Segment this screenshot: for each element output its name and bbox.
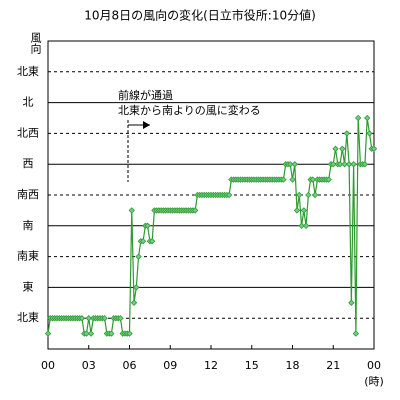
x-tick-label: 12 xyxy=(204,359,218,372)
annotation-arrowhead xyxy=(143,121,150,129)
point xyxy=(370,145,378,152)
point xyxy=(85,315,92,322)
point xyxy=(148,238,156,245)
point xyxy=(352,330,360,337)
point xyxy=(332,145,339,152)
point xyxy=(191,207,199,214)
point xyxy=(298,222,305,229)
point xyxy=(364,114,371,122)
point xyxy=(296,191,303,199)
point xyxy=(44,330,52,337)
point xyxy=(128,207,135,214)
point xyxy=(291,161,298,168)
point xyxy=(348,299,355,306)
point xyxy=(343,130,350,137)
point xyxy=(101,315,108,322)
point xyxy=(300,207,307,214)
y-axis-label: 風向 xyxy=(29,32,42,54)
y-tick-label: 南東 xyxy=(17,250,39,263)
x-tick-label: 00 xyxy=(41,359,55,372)
y-tick-label: 西 xyxy=(23,157,34,170)
annotation: 北東から南よりの風に変わる xyxy=(118,103,261,117)
x-tick-label: 09 xyxy=(163,359,177,372)
point xyxy=(302,222,310,229)
x-tick-label: 18 xyxy=(286,359,300,372)
x-tick-label: 21 xyxy=(326,359,340,372)
y-tick-label: 南西 xyxy=(17,188,39,201)
point xyxy=(78,315,86,322)
point xyxy=(108,330,115,337)
point xyxy=(225,191,233,199)
point xyxy=(361,161,369,168)
point xyxy=(289,176,296,183)
point xyxy=(354,114,362,122)
y-tick-label: 北西 xyxy=(17,126,39,139)
point xyxy=(83,330,90,337)
point xyxy=(293,207,301,214)
point xyxy=(350,161,357,168)
point xyxy=(336,161,344,168)
y-tick-label: 東 xyxy=(23,280,34,293)
point xyxy=(280,176,287,183)
x-tick-label: 03 xyxy=(82,359,96,372)
annotation: 前線が通過 xyxy=(118,88,173,102)
point xyxy=(330,161,337,168)
y-tick-label: 北東 xyxy=(17,65,39,78)
point xyxy=(117,315,124,322)
point xyxy=(133,284,140,291)
y-tick-label: 北東 xyxy=(17,311,39,324)
y-tick-label: 南 xyxy=(23,219,34,232)
x-tick-label: 06 xyxy=(123,359,137,372)
point xyxy=(139,238,147,245)
point xyxy=(287,161,294,168)
point xyxy=(341,161,348,168)
point xyxy=(366,130,373,137)
point xyxy=(130,299,138,306)
chart-title: 10月8日の風向の変化(日立市役所:10分値) xyxy=(84,8,316,23)
point xyxy=(339,145,346,152)
point xyxy=(144,222,151,229)
point xyxy=(311,191,319,199)
point xyxy=(345,161,353,168)
x-axis-label: (時) xyxy=(364,375,384,388)
point xyxy=(87,330,95,337)
y-tick-label: 北 xyxy=(23,96,34,109)
point xyxy=(309,176,317,183)
point xyxy=(325,176,332,183)
x-tick-label: 15 xyxy=(245,359,259,372)
point xyxy=(126,330,133,337)
x-tick-label: 00 xyxy=(367,359,381,372)
point xyxy=(135,253,142,260)
point xyxy=(305,191,312,199)
